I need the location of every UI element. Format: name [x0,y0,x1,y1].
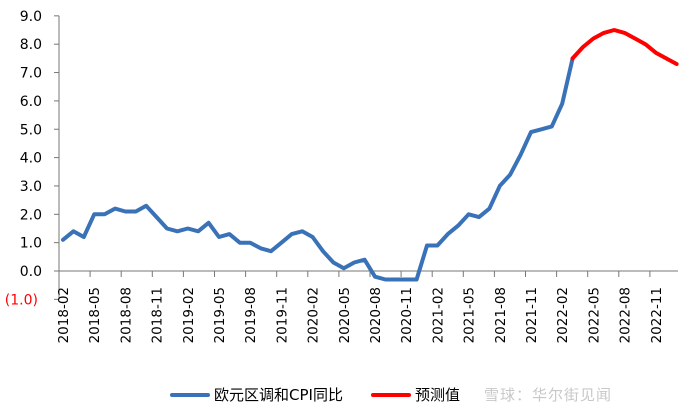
legend-label-cpi: 欧元区调和CPI同比 [214,386,343,404]
forecast-line [570,28,679,66]
x-tick-label: 2020-02 [306,287,322,343]
legend-item-forecast: 预测值 [370,384,460,405]
x-axis: 2018-02 2018-05 2018-08 2018-11 2019-02 2019-… [56,270,678,343]
y-tick-label: 6.0 [20,94,42,110]
y-tick-label: (1.0) [5,292,38,308]
y-tick-label: 5.0 [20,122,42,138]
legend-swatch-blue-icon [170,392,210,397]
x-tick-label: 2018-02 [56,287,72,343]
x-tick-label: 2019-08 [243,287,259,343]
legend-item-cpi: 欧元区调和CPI同比 [170,384,343,405]
y-tick-label: 8.0 [20,37,42,53]
x-tick-label: 2021-02 [430,287,446,343]
y-tick-label: 1.0 [20,236,42,252]
x-tick-label: 2018-05 [87,287,103,343]
x-tick-label: 2020-08 [368,287,384,343]
y-axis: 9.0 8.0 7.0 6.0 5.0 4.0 3.0 2.0 1.0 0.0 (1.0) [5,9,60,308]
x-tick-label: 2020-05 [337,287,353,343]
y-tick-label: 7.0 [20,66,42,82]
y-tick-label: 2.0 [20,207,42,223]
x-tick-label: 2022-02 [555,287,571,343]
y-tick-label: 3.0 [20,179,42,195]
watermark: 雪球：华尔街见闻 [484,386,613,404]
x-tick-label: 2021-05 [462,287,478,343]
cpi-line [61,56,575,282]
series-lines [61,28,679,282]
y-tick-label: 0.0 [20,264,42,280]
y-tick-label: 9.0 [20,9,42,25]
x-tick-label: 2022-11 [649,287,665,343]
y-tick-label: 4.0 [20,151,42,167]
x-tick-label: 2020-11 [399,287,415,343]
x-tick-label: 2018-11 [150,287,166,343]
x-tick-label: 2018-08 [118,287,134,343]
legend-swatch-red-icon [370,392,411,397]
x-tick-label: 2019-02 [181,287,197,343]
x-tick-label: 2022-08 [618,287,634,343]
x-tick-label: 2021-08 [493,287,509,343]
legend-label-forecast: 预测值 [414,386,460,404]
x-tick-label: 2021-11 [524,287,540,343]
x-tick-label: 2019-11 [274,287,290,343]
x-tick-label: 2019-05 [212,287,228,343]
x-tick-label: 2022-05 [586,287,602,343]
legend: 欧元区调和CPI同比 预测值 [170,384,488,405]
